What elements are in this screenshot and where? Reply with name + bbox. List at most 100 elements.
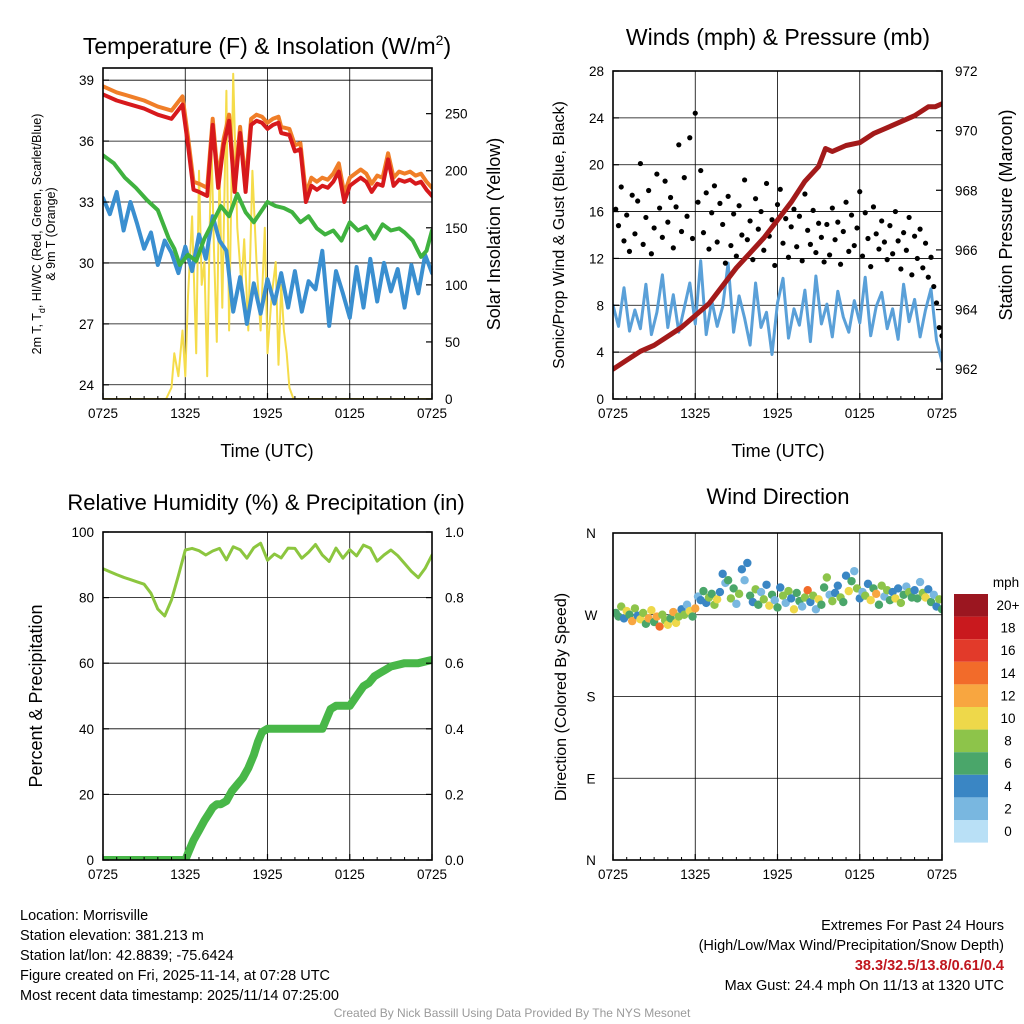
gust-point <box>911 233 918 239</box>
gust-point <box>629 192 635 198</box>
colorbar-swatch <box>954 616 988 640</box>
y2-tick-label: 970 <box>955 124 978 139</box>
direction-point <box>655 622 664 631</box>
gust-point <box>843 199 849 205</box>
direction-point <box>759 595 768 604</box>
direction-point <box>913 594 922 603</box>
y-tick-label: S <box>586 690 595 705</box>
series-gust <box>613 110 942 339</box>
gust-point <box>692 110 698 116</box>
x-tick-label: 1925 <box>762 867 792 882</box>
colorbar-tick-label: 0 <box>1004 824 1012 839</box>
gust-point <box>744 237 750 243</box>
direction-point <box>765 601 774 610</box>
x-tick-label: 0125 <box>335 867 365 882</box>
direction-point <box>806 597 815 607</box>
direction-point <box>707 589 716 599</box>
y-tick-label: 36 <box>79 134 94 149</box>
x-tick-label: 0125 <box>845 406 875 421</box>
chart-panel-1: 0725 1325 1925 0125 0725 24 27 30 33 36 39 0 50 100 15… <box>30 32 504 461</box>
gust-point <box>703 190 709 196</box>
gust-point <box>857 189 863 195</box>
extremes-subtitle: (High/Low/Max Wind/Precipitation/Snow De… <box>698 938 1004 954</box>
y-axis-label: Percent & Precipitation <box>26 604 46 787</box>
colorbar-tick-label: 14 <box>1000 666 1016 681</box>
gust-point <box>876 246 882 252</box>
x-tick-label: 1925 <box>252 406 282 421</box>
gust-point <box>785 254 792 260</box>
gust-point <box>635 198 641 204</box>
y-tick-label: 33 <box>79 195 94 210</box>
y-tick-label: 28 <box>589 64 604 79</box>
chart-title: Temperature (F) & Insolation (W/m2) <box>83 32 451 59</box>
gust-point <box>914 255 920 262</box>
y2-tick-label: 0.6 <box>445 656 464 671</box>
gust-point <box>615 223 622 229</box>
gust-point <box>678 228 685 235</box>
gust-point <box>922 240 929 246</box>
gust-point <box>826 252 833 258</box>
colorbar-tick-label: 20+ <box>997 598 1020 613</box>
x-tick-label: 0725 <box>927 406 957 421</box>
direction-point <box>776 583 785 592</box>
direction-point <box>773 603 782 612</box>
gust-point <box>626 248 633 254</box>
direction-point <box>817 600 826 609</box>
chart-title: Relative Humidity (%) & Precipitation (i… <box>67 490 464 515</box>
series-temp-line <box>103 92 432 204</box>
direction-point <box>784 586 793 596</box>
y2-tick-label: 100 <box>445 278 468 293</box>
y-tick-label: 0 <box>596 392 604 407</box>
x-tick-label: 1325 <box>170 406 200 421</box>
y2-tick-label: 1.0 <box>445 525 464 540</box>
gust-point <box>618 184 624 190</box>
y-tick-label: 4 <box>596 345 604 360</box>
direction-point <box>734 589 744 599</box>
gust-point <box>728 242 734 249</box>
gust-point <box>695 199 701 205</box>
y2-tick-label: 968 <box>955 183 978 198</box>
direction-point <box>819 583 829 592</box>
plot-area <box>103 541 432 860</box>
y2-tick-label: 0.8 <box>445 591 464 606</box>
direction-point <box>789 605 799 614</box>
gust-point <box>637 160 644 167</box>
x-axis-label: Time (UTC) <box>220 441 313 461</box>
chart-panel-3: 0725 1325 1925 0125 07250204060801000.00.20.… <box>26 490 465 882</box>
plot-area <box>613 558 942 631</box>
direction-point <box>756 587 766 597</box>
chart-panel-2: 0725 1325 1925 0125 072504812162024289629649… <box>551 24 1016 461</box>
direction-point <box>740 576 749 585</box>
direction-point <box>797 602 807 611</box>
direction-point <box>792 588 801 598</box>
x-tick-label: 0725 <box>88 867 118 882</box>
x-tick-label: 0125 <box>845 867 875 882</box>
direction-point <box>866 596 875 605</box>
direction-point <box>625 610 634 619</box>
series-insolation-line <box>103 72 432 399</box>
gust-point <box>632 231 638 237</box>
x-tick-label: 0725 <box>598 406 628 421</box>
created-text: Figure created on Fri, 2025-11-14, at 07… <box>20 968 331 984</box>
x-tick-label: 1925 <box>762 406 792 421</box>
colorbar-swatch <box>954 639 988 662</box>
y-tick-label: N <box>586 853 596 868</box>
colorbar-swatch <box>954 661 988 685</box>
gust-point <box>840 228 846 235</box>
gust-point <box>651 225 657 231</box>
gust-point <box>758 208 764 215</box>
direction-point <box>754 600 763 609</box>
y-axis-label: Sonic/Prop Wind & Gust (Blue, Black) <box>551 101 568 369</box>
direction-point <box>841 571 851 580</box>
direction-point <box>699 586 708 596</box>
y-tick-label: 80 <box>79 591 94 606</box>
y-tick-label: 20 <box>79 787 94 802</box>
gust-point <box>928 254 934 260</box>
gust-point <box>868 264 874 270</box>
x-tick-label: 0725 <box>417 406 447 421</box>
gust-point <box>917 226 923 232</box>
gust-point <box>725 193 731 199</box>
gust-point <box>777 186 783 192</box>
plot-area <box>103 72 432 399</box>
gust-point <box>909 272 915 278</box>
